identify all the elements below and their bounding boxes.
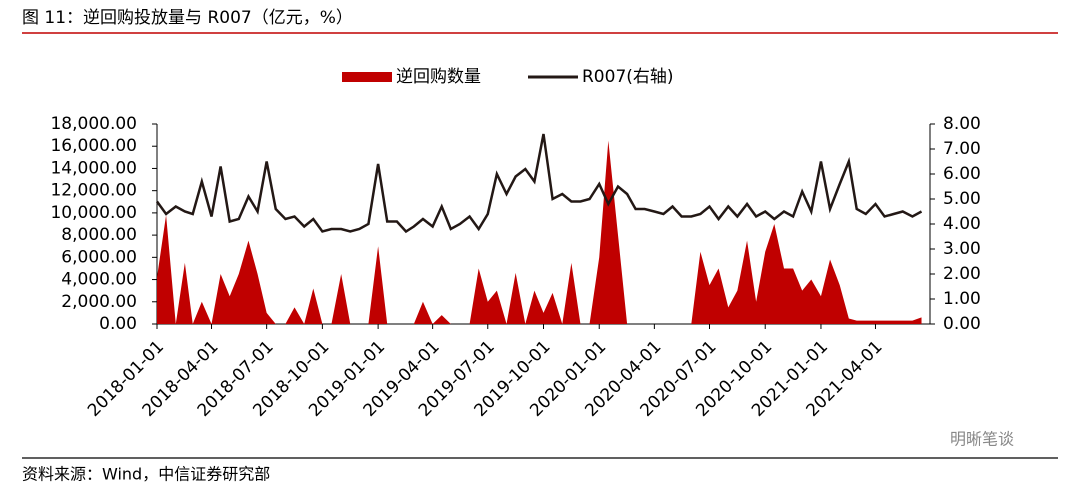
y-tick-label: 14,000.00: [50, 158, 137, 178]
y-tick-label: 6,000.00: [61, 247, 137, 267]
y-tick-label: 12,000.00: [50, 181, 137, 201]
y-tick-label: 10,000.00: [50, 203, 137, 223]
y2-tick-label: 3.00: [943, 239, 981, 259]
y2-tick-label: 2.00: [943, 264, 981, 284]
y-tick-label: 4,000.00: [61, 270, 137, 290]
y-tick-label: 18,000.00: [50, 114, 137, 134]
y-tick-label: 16,000.00: [50, 136, 137, 156]
y-tick-label: 8,000.00: [61, 225, 137, 245]
source: 资料来源：Wind，中信证券研究部: [22, 465, 270, 484]
area: [157, 140, 922, 324]
legend-label: R007(右轴): [582, 67, 674, 87]
y2-tick-label: 4.00: [943, 214, 981, 234]
y-tick-label: 0.00: [99, 314, 137, 334]
y2-tick-label: 5.00: [943, 189, 981, 209]
legend-label: 逆回购数量: [396, 67, 481, 87]
line: [155, 133, 923, 234]
y2-tick-label: 1.00: [943, 289, 981, 309]
y-tick-label: 2,000.00: [61, 292, 137, 312]
watermark: 明晰笔谈: [950, 430, 1014, 449]
y2-tick-label: 8.00: [943, 114, 981, 134]
y2-tick-label: 0.00: [943, 314, 981, 334]
y2-tick-label: 6.00: [943, 164, 981, 184]
y2-tick-label: 7.00: [943, 139, 981, 159]
chart-title: 图 11：逆回购投放量与 R007（亿元，%）: [22, 8, 353, 28]
legend-swatch: [342, 72, 392, 82]
